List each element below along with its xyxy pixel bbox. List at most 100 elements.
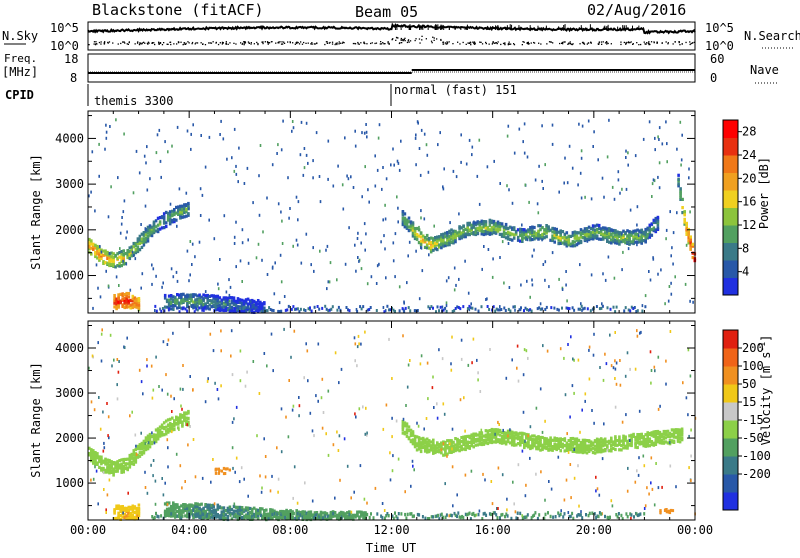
velocity-cell — [140, 452, 144, 456]
power-cell — [632, 229, 635, 233]
power-cell — [565, 236, 569, 240]
power-cell — [127, 301, 131, 305]
power-cell — [212, 294, 215, 298]
velocity-cell — [598, 511, 601, 515]
power-cell — [579, 228, 583, 232]
power-cell — [114, 253, 117, 258]
velocity-cell — [171, 430, 173, 434]
power-cell — [90, 246, 93, 250]
velocity-cell — [559, 444, 562, 448]
power-cell — [632, 235, 635, 239]
search-noise-dot — [221, 43, 223, 45]
velocity-cell — [555, 437, 558, 441]
velocity-cell — [470, 433, 473, 437]
velocity-cell — [588, 345, 591, 349]
velocity-cell — [504, 440, 508, 444]
power-cell — [450, 231, 453, 235]
velocity-cell — [527, 436, 530, 441]
power-cell — [537, 224, 540, 228]
x-tick-label: 08:00 — [272, 523, 308, 537]
power-cell — [513, 305, 516, 309]
power-cell — [328, 308, 331, 312]
velocity-cell — [531, 445, 534, 449]
velocity-cell — [545, 445, 548, 449]
power-cell — [146, 188, 149, 192]
search-noise-dot — [502, 42, 505, 45]
velocity-cell — [362, 514, 365, 518]
velocity-cell — [121, 515, 124, 519]
velocity-cell — [636, 445, 639, 450]
power-cell — [581, 231, 585, 235]
velocity-cell — [672, 435, 676, 439]
power-cell — [100, 252, 103, 256]
power-cell — [178, 305, 181, 309]
power-cell — [261, 258, 263, 262]
velocity-cell — [464, 473, 467, 477]
velocity-cell — [100, 457, 103, 461]
velocity-cell — [470, 438, 473, 442]
velocity-cell — [277, 477, 280, 481]
velocity-cell — [413, 443, 417, 447]
power-cell — [595, 234, 599, 238]
power-cell — [632, 237, 635, 241]
velocity-cell — [160, 425, 164, 429]
velocity-cell — [585, 444, 589, 448]
power-color-swatch — [723, 190, 738, 208]
power-cell — [133, 303, 137, 307]
velocity-cell — [624, 374, 627, 378]
velocity-cell — [565, 448, 569, 452]
velocity-cell — [557, 439, 560, 443]
power-cell — [453, 309, 456, 313]
power-cell — [178, 295, 181, 299]
velocity-cell — [472, 337, 475, 341]
velocity-cell — [551, 448, 554, 452]
search-noise-dot — [667, 42, 669, 44]
velocity-cell — [620, 443, 623, 448]
power-cell — [526, 308, 529, 312]
velocity-cell — [571, 446, 575, 450]
power-cell — [567, 241, 571, 245]
velocity-cell — [496, 432, 500, 436]
velocity-cell — [579, 444, 583, 448]
power-cell — [428, 307, 431, 310]
velocity-cell — [610, 438, 613, 442]
power-cell — [627, 247, 630, 251]
power-cell — [644, 227, 647, 232]
power-color-swatch — [723, 277, 738, 296]
power-cell — [630, 240, 633, 244]
power-cell — [683, 210, 686, 214]
power-cell — [336, 308, 339, 312]
velocity-cell — [502, 431, 506, 435]
velocity-cell — [443, 412, 446, 416]
velocity-cell — [512, 480, 514, 484]
search-noise-dot — [570, 43, 572, 45]
search-noise-dot — [148, 42, 150, 44]
power-cell — [365, 232, 367, 236]
search-noise-dot — [253, 43, 255, 45]
power-cell — [429, 245, 433, 250]
power-cell — [677, 173, 680, 177]
velocity-cell — [618, 448, 621, 452]
velocity-cell — [619, 359, 621, 362]
power-cell — [474, 221, 478, 225]
velocity-cell — [284, 515, 286, 520]
velocity-cell — [246, 511, 250, 515]
power-cell — [618, 231, 621, 235]
velocity-cell — [680, 429, 684, 433]
power-cell — [648, 270, 650, 273]
power-cell — [188, 207, 190, 211]
velocity-cell — [269, 515, 272, 519]
power-cell — [547, 225, 550, 229]
power-cell — [527, 235, 530, 239]
power-cell — [622, 238, 625, 242]
power-cell — [228, 299, 231, 303]
velocity-cell — [442, 447, 445, 451]
velocity-cell — [630, 516, 632, 520]
search-noise-dot — [569, 41, 571, 43]
power-cell — [606, 227, 609, 231]
power-cell — [492, 225, 496, 229]
velocity-cell — [639, 512, 642, 516]
power-cell — [117, 300, 120, 304]
search-noise-dot — [648, 41, 650, 43]
power-cell — [230, 299, 234, 303]
